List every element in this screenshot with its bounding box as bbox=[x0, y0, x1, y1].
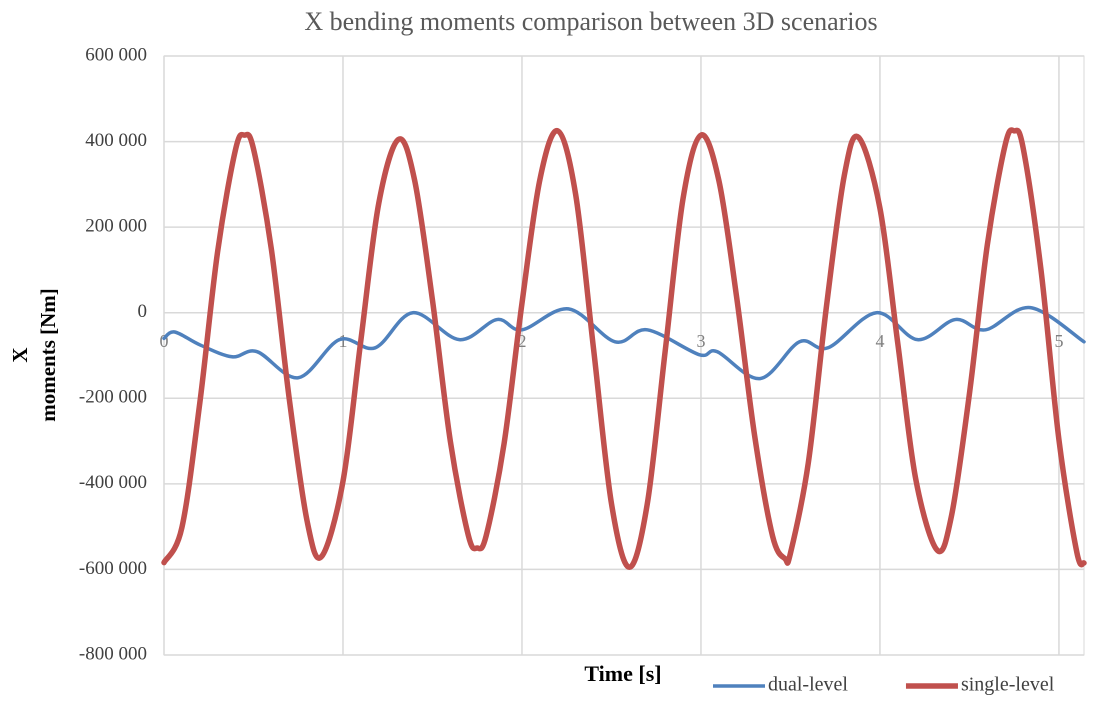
y-axis-title-line: moments [Nm] bbox=[36, 288, 60, 422]
x-tick-label: 2 bbox=[517, 331, 526, 351]
y-tick-label: 600 000 bbox=[85, 44, 147, 65]
x-tick-label: 0 bbox=[160, 331, 169, 351]
y-axis-title-line: X bbox=[8, 347, 32, 362]
x-tick-label: 3 bbox=[696, 331, 705, 351]
line-series bbox=[161, 127, 1087, 571]
legend: dual-level single-level bbox=[713, 674, 1055, 696]
y-tick-label: -800 000 bbox=[79, 643, 147, 664]
legend-label: dual-level bbox=[768, 674, 848, 696]
y-tick-label: 0 bbox=[138, 301, 148, 322]
y-tick-label: -600 000 bbox=[79, 558, 147, 579]
y-tick-label: -200 000 bbox=[79, 387, 147, 408]
y-tick-label: 400 000 bbox=[85, 130, 147, 151]
y-tick-label: -400 000 bbox=[79, 472, 147, 493]
legend-label: single-level bbox=[961, 674, 1055, 696]
x-tick-label: 5 bbox=[1054, 331, 1063, 351]
line-series bbox=[162, 305, 1086, 381]
chart-title: X bending moments comparison between 3D … bbox=[304, 7, 877, 36]
y-axis-title: X moments [Nm] bbox=[8, 288, 60, 422]
x-tick-label: 4 bbox=[875, 331, 884, 351]
x-tick-label: 1 bbox=[338, 331, 347, 351]
y-tick-label: 200 000 bbox=[85, 216, 147, 237]
x-axis-title: Time [s] bbox=[584, 661, 661, 686]
